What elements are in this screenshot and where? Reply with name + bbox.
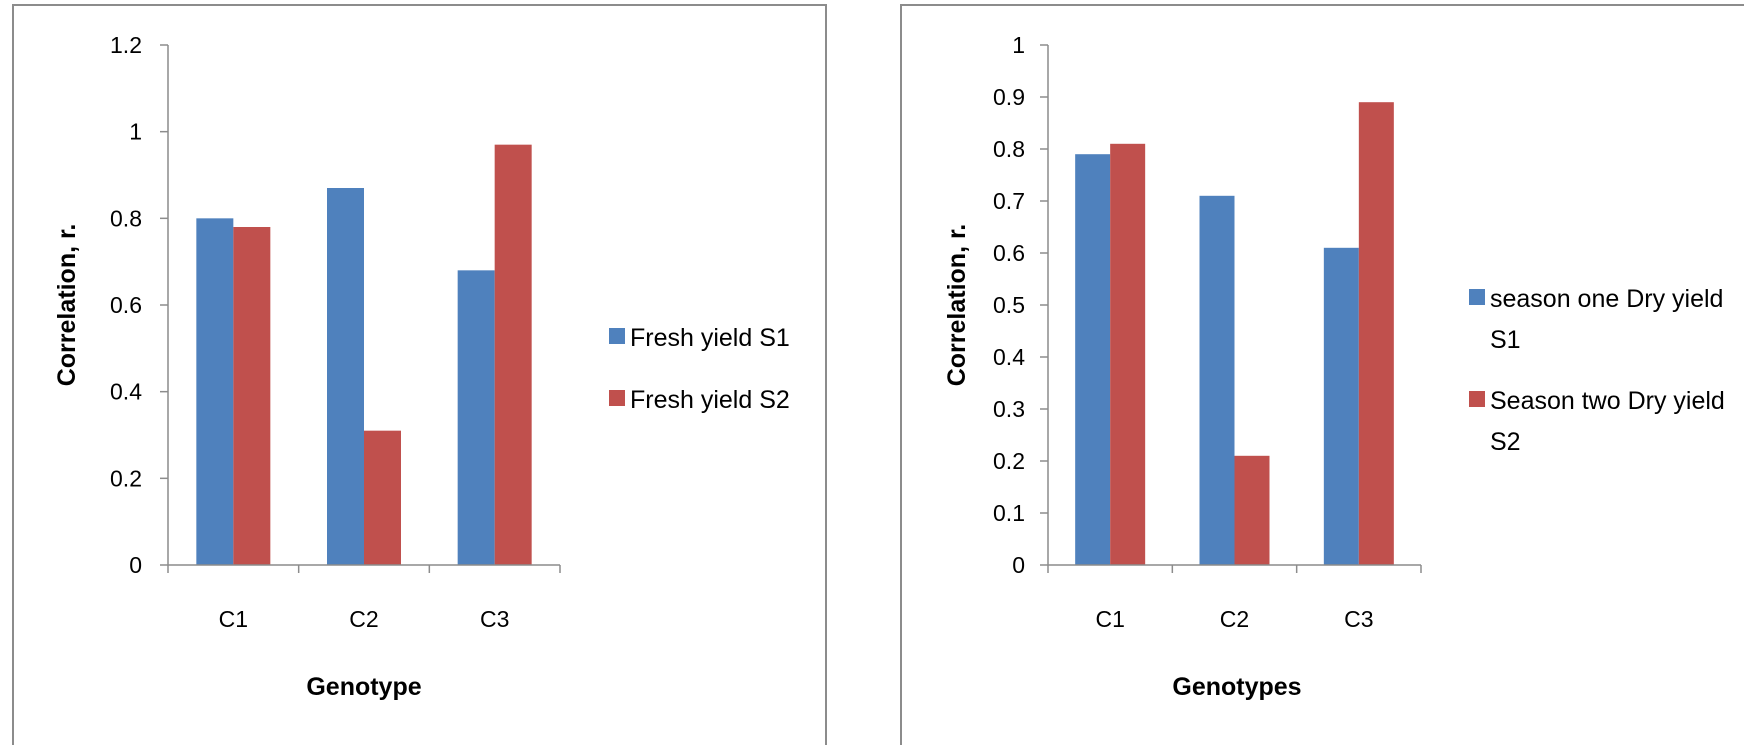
y-tick-label: 0 — [1012, 552, 1025, 578]
y-tick-label: 0.4 — [110, 379, 142, 405]
bar-c2-series-2 — [364, 430, 401, 565]
x-tick-label: C2 — [1220, 606, 1249, 632]
y-tick-label: 1 — [129, 119, 142, 145]
y-axis-title: Correlation, r. — [53, 224, 81, 387]
legend-swatch-series-1 — [609, 328, 625, 344]
y-tick-label: 0.4 — [993, 344, 1025, 370]
x-axis-title: Genotype — [306, 673, 421, 701]
bar-c1-series-2 — [1110, 143, 1146, 566]
bar-c1-series-1 — [1075, 154, 1111, 565]
bar-c3-series-2 — [494, 144, 532, 565]
chart-1: 0 0.2 0.4 0.6 0.8 1 1.2 C1 C2 C3 Genotype Correlati… — [53, 32, 790, 701]
x-tick-label: C1 — [219, 606, 248, 632]
legend-swatch-series-2 — [609, 390, 625, 406]
y-tick-label: 0.8 — [110, 205, 142, 231]
y-tick-label: 1 — [1012, 32, 1025, 58]
x-tick-label: C1 — [1095, 606, 1124, 632]
y-tick-label: 0.2 — [993, 448, 1025, 474]
y-tick-label: 0.2 — [110, 465, 142, 491]
bar-c2-series-1 — [327, 188, 364, 565]
y-axis-title: Correlation, r. — [943, 224, 971, 387]
legend-label-series-2: Season two Dry yield — [1490, 387, 1725, 415]
chart-2: 0 0.1 0.2 0.3 0.4 0.5 0.6 0.7 0.8 0.9 1 C1 C2 C3 Genot… — [943, 32, 1725, 701]
bar-c3-series-2 — [1358, 102, 1394, 565]
y-tick-label: 0.3 — [993, 396, 1025, 422]
x-tick-label: C2 — [349, 606, 378, 632]
y-tick-label: 0.5 — [993, 292, 1025, 318]
y-tick-label: 0.9 — [993, 84, 1025, 110]
y-tick-label: 0.6 — [993, 240, 1025, 266]
x-tick-label: C3 — [480, 606, 509, 632]
bar-c1-series-1 — [196, 218, 234, 566]
x-tick-label: C3 — [1344, 606, 1373, 632]
bar-c3-series-1 — [457, 270, 495, 565]
legend-label-series-1: Fresh yield S1 — [630, 324, 790, 352]
y-tick-label: 0.7 — [993, 188, 1025, 214]
bar-c2-series-1 — [1199, 195, 1235, 566]
legend-swatch-series-1 — [1469, 289, 1485, 305]
legend-label-series-2: S2 — [1490, 428, 1521, 456]
x-axis-title: Genotypes — [1172, 673, 1301, 701]
chart-panel-dry-yield — [900, 4, 1744, 745]
bar-c2-series-2 — [1234, 455, 1270, 565]
legend-label-series-1: season one Dry yield — [1490, 285, 1723, 313]
bar-c3-series-1 — [1323, 247, 1359, 566]
bar-c1-series-2 — [233, 227, 271, 565]
legend-swatch-series-2 — [1469, 391, 1485, 407]
y-tick-label: 0.1 — [993, 500, 1025, 526]
y-tick-label: 0.8 — [993, 136, 1025, 162]
y-tick-label: 1.2 — [110, 32, 142, 58]
legend-label-series-1: S1 — [1490, 326, 1521, 354]
legend-label-series-2: Fresh yield S2 — [630, 386, 790, 414]
chart-panel-fresh-yield — [12, 4, 827, 745]
y-tick-label: 0 — [129, 552, 142, 578]
y-tick-label: 0.6 — [110, 292, 142, 318]
